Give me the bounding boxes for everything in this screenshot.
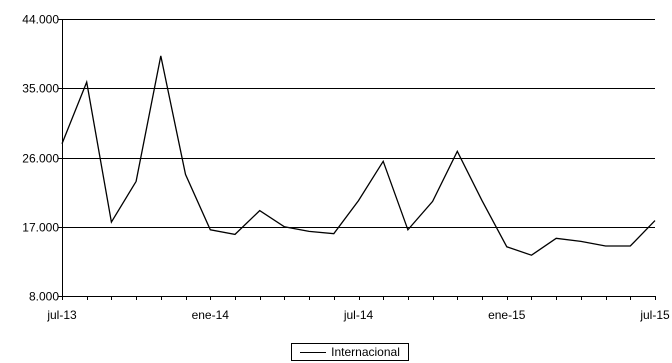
x-tick-label: jul-14: [343, 308, 374, 322]
y-tick-label: 8.000: [29, 290, 59, 304]
line-chart: 8.000 17.000 26.000 35.000 44.000 jul-13 ene-…: [22, 13, 670, 323]
y-tick-labels: 8.000 17.000 26.000 35.000 44.000: [22, 13, 59, 304]
y-tick-label: 35.000: [22, 82, 59, 96]
x-tick-label: ene-15: [488, 308, 526, 322]
axes: [58, 19, 656, 300]
x-tick-label: jul-13: [46, 308, 77, 322]
gridlines: [62, 19, 655, 228]
y-tick-label: 17.000: [22, 221, 59, 235]
series-lines: [61, 55, 656, 256]
series-line-internacional: [61, 55, 656, 256]
x-tick-label: ene-14: [192, 308, 230, 322]
legend: Internacional: [291, 343, 409, 361]
legend-label: Internacional: [331, 345, 400, 359]
y-tick-label: 26.000: [22, 152, 59, 166]
x-tick-label: jul-15: [639, 308, 670, 322]
legend-swatch: [300, 351, 327, 353]
x-tick-labels: jul-13 ene-14 jul-14 ene-15 jul-15: [46, 308, 670, 322]
y-tick-label: 44.000: [22, 13, 59, 27]
